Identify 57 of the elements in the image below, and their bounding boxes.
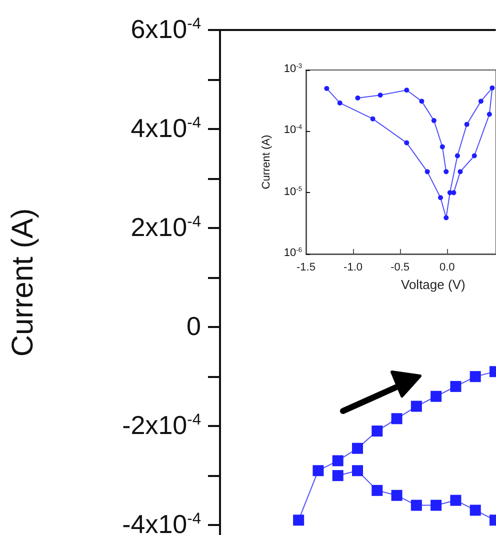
point bbox=[444, 169, 449, 174]
x-tick-label: -0.5 bbox=[390, 262, 410, 274]
y-tick-label: 4x10$^{-4}$ bbox=[130, 112, 201, 143]
point bbox=[486, 112, 492, 117]
point bbox=[352, 442, 363, 454]
point bbox=[293, 514, 304, 526]
x-tick-label: -1.0 bbox=[344, 262, 363, 274]
y-tick-label: 2x10$^{-4}$ bbox=[130, 212, 201, 242]
y-tick-label: 10$^{-5}$ bbox=[284, 186, 302, 198]
point bbox=[410, 400, 422, 412]
point bbox=[454, 153, 460, 158]
y-tick-label: 10$^{-6}$ bbox=[284, 246, 302, 259]
point bbox=[332, 455, 344, 466]
y-tick-label: -4x10$^{-4}$ bbox=[122, 508, 201, 535]
x-axis-title: Voltage (V) bbox=[401, 276, 466, 292]
point bbox=[352, 465, 363, 476]
point bbox=[438, 195, 444, 200]
y-axis-title: Current (A) bbox=[260, 134, 272, 190]
point bbox=[337, 100, 342, 106]
point bbox=[424, 169, 430, 174]
point bbox=[472, 153, 477, 158]
point bbox=[450, 380, 462, 392]
point bbox=[430, 390, 442, 402]
y-tick-label: -2x10$^{-4}$ bbox=[122, 410, 201, 440]
point bbox=[450, 494, 462, 506]
x-tick-label: 0.0 bbox=[439, 262, 455, 274]
point bbox=[440, 144, 445, 150]
point bbox=[490, 85, 495, 90]
point bbox=[430, 500, 442, 511]
point bbox=[419, 98, 424, 104]
point bbox=[372, 484, 383, 496]
point bbox=[404, 140, 410, 146]
point bbox=[451, 190, 456, 196]
point bbox=[470, 504, 481, 516]
point bbox=[324, 86, 330, 91]
y-tick-label: 10$^{-3}$ bbox=[284, 62, 302, 75]
point bbox=[478, 98, 484, 104]
point bbox=[444, 215, 449, 220]
y-tick-label: 6x10$^{-4}$ bbox=[130, 14, 201, 44]
point bbox=[391, 490, 402, 501]
point bbox=[370, 116, 376, 122]
point bbox=[458, 169, 463, 174]
point bbox=[332, 470, 344, 482]
point bbox=[355, 95, 360, 100]
y-axis-title: Current (A) bbox=[6, 208, 40, 357]
y-tick-label: 10$^{-4}$ bbox=[284, 124, 302, 136]
point bbox=[410, 500, 422, 511]
point bbox=[464, 122, 470, 127]
point bbox=[470, 371, 481, 382]
point bbox=[312, 465, 324, 476]
point bbox=[372, 426, 383, 437]
point bbox=[391, 413, 402, 424]
point bbox=[431, 118, 436, 124]
x-tick-label: -1.5 bbox=[296, 262, 316, 274]
y-tick-label: 0 bbox=[186, 310, 201, 341]
point bbox=[404, 88, 410, 93]
point bbox=[378, 92, 383, 98]
